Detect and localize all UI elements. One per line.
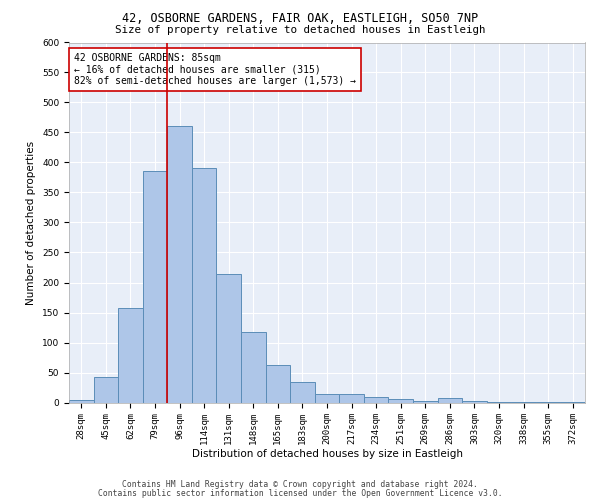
Bar bbox=[69, 400, 94, 402]
Text: Contains HM Land Registry data © Crown copyright and database right 2024.: Contains HM Land Registry data © Crown c… bbox=[122, 480, 478, 489]
Bar bbox=[388, 399, 413, 402]
Bar bbox=[118, 308, 143, 402]
Bar bbox=[413, 400, 437, 402]
Bar bbox=[339, 394, 364, 402]
Bar bbox=[364, 396, 388, 402]
Bar bbox=[217, 274, 241, 402]
X-axis label: Distribution of detached houses by size in Eastleigh: Distribution of detached houses by size … bbox=[191, 448, 463, 458]
Text: 42, OSBORNE GARDENS, FAIR OAK, EASTLEIGH, SO50 7NP: 42, OSBORNE GARDENS, FAIR OAK, EASTLEIGH… bbox=[122, 12, 478, 26]
Y-axis label: Number of detached properties: Number of detached properties bbox=[26, 140, 37, 304]
Bar bbox=[94, 378, 118, 402]
Bar bbox=[167, 126, 192, 402]
Text: 42 OSBORNE GARDENS: 85sqm
← 16% of detached houses are smaller (315)
82% of semi: 42 OSBORNE GARDENS: 85sqm ← 16% of detac… bbox=[74, 54, 356, 86]
Text: Contains public sector information licensed under the Open Government Licence v3: Contains public sector information licen… bbox=[98, 488, 502, 498]
Bar bbox=[266, 366, 290, 403]
Text: Size of property relative to detached houses in Eastleigh: Size of property relative to detached ho… bbox=[115, 25, 485, 35]
Bar bbox=[290, 382, 315, 402]
Bar bbox=[143, 172, 167, 402]
Bar bbox=[315, 394, 339, 402]
Bar bbox=[241, 332, 266, 402]
Bar bbox=[192, 168, 217, 402]
Bar bbox=[437, 398, 462, 402]
